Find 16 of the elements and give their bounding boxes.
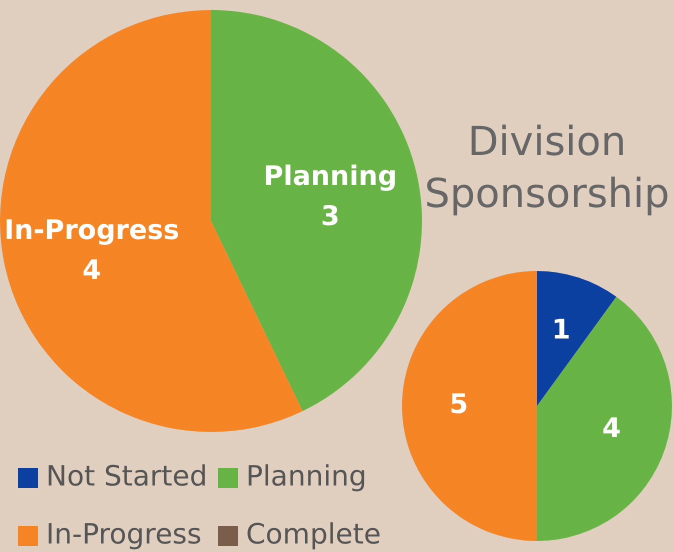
data-label: 1 [552, 314, 571, 346]
legend-label: Complete [246, 518, 381, 551]
slice-label: Planning [264, 161, 398, 192]
data-label: 5 [449, 389, 468, 420]
pie-slice [537, 271, 616, 406]
legend-label: Planning [246, 460, 367, 493]
data-label: 4 [82, 256, 102, 287]
legend-label: Not Started [46, 460, 208, 493]
data-label: 4 [602, 414, 621, 445]
pie-slice [402, 271, 537, 541]
pie-slice [537, 296, 672, 541]
slice-label: In-Progress [4, 216, 180, 247]
legend-label: In-Progress [46, 518, 202, 551]
pie-slice [211, 10, 422, 412]
chart-title: Division Sponsorship [424, 119, 670, 217]
data-label: 3 [320, 201, 340, 232]
